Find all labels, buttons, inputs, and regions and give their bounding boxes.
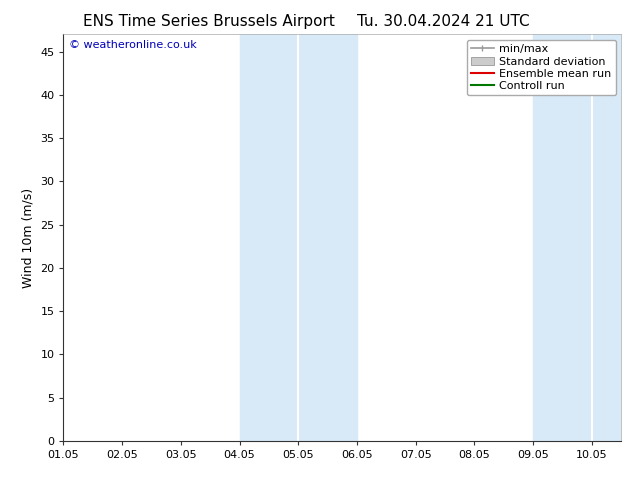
Text: © weatheronline.co.uk: © weatheronline.co.uk bbox=[69, 40, 197, 50]
Bar bbox=[533, 34, 621, 441]
Bar bbox=[240, 34, 357, 441]
Y-axis label: Wind 10m (m/s): Wind 10m (m/s) bbox=[22, 188, 35, 288]
Legend: min/max, Standard deviation, Ensemble mean run, Controll run: min/max, Standard deviation, Ensemble me… bbox=[467, 40, 616, 96]
Text: ENS Time Series Brussels Airport: ENS Time Series Brussels Airport bbox=[83, 14, 335, 29]
Text: Tu. 30.04.2024 21 UTC: Tu. 30.04.2024 21 UTC bbox=[358, 14, 530, 29]
